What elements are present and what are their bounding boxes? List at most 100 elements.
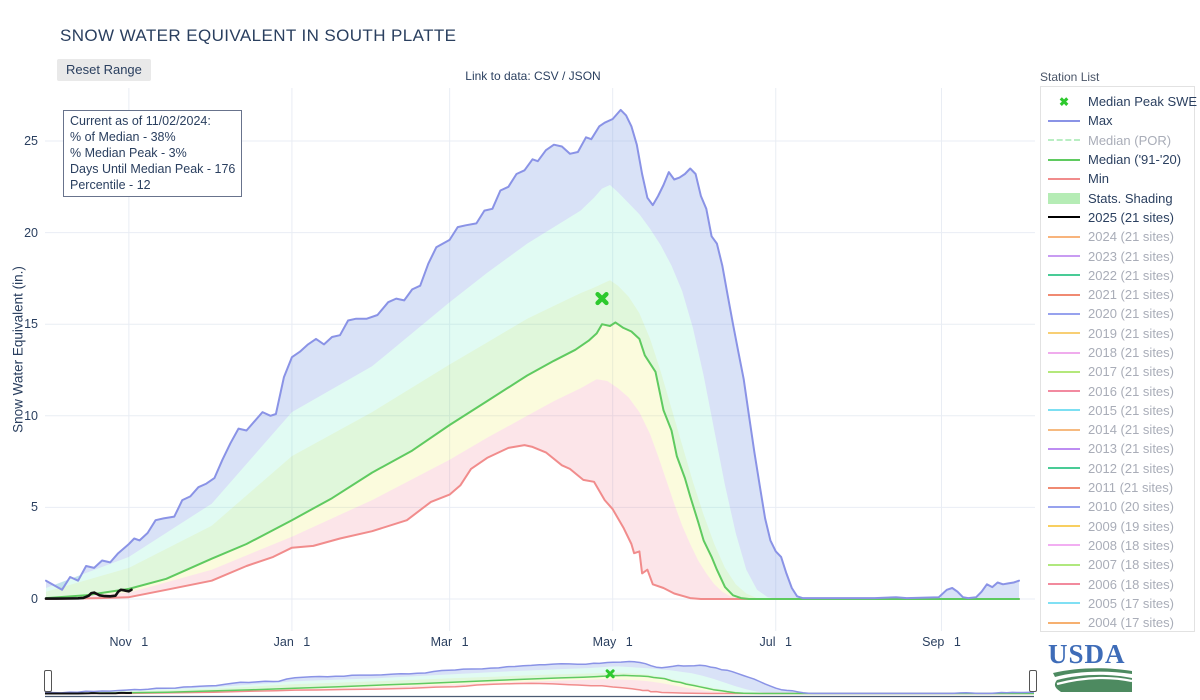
legend-item-2006-18-sites-[interactable]: 2006 (18 sites) [1041,574,1194,593]
legend-item-stats-shading[interactable]: Stats. Shading [1041,188,1194,207]
csv-json-data-link[interactable]: Link to data: CSV / JSON [465,69,601,83]
y-axis-title: Snow Water Equivalent (in.) [10,266,26,433]
legend-item-median-peak-swe[interactable]: ✖ Median Peak SWE [1041,92,1198,111]
legend-item-median-por-[interactable]: Median (POR) [1041,131,1194,150]
y-axis-tick-label: 15 [24,317,38,332]
line-swatch-icon [1048,158,1080,161]
legend-item-label: 2017 (21 sites) [1088,364,1174,380]
legend-item-2022-21-sites-[interactable]: 2022 (21 sites) [1041,266,1194,285]
legend-item-label: Median Peak SWE [1088,94,1198,110]
legend-item-2021-21-sites-[interactable]: 2021 (21 sites) [1041,285,1194,304]
legend-item-label: 2012 (21 sites) [1088,460,1174,476]
legend-item-2005-17-sites-[interactable]: 2005 (17 sites) [1041,594,1194,613]
legend-item-label: 2011 (21 sites) [1088,480,1174,496]
line-swatch-icon [1048,602,1080,605]
range-slider-track[interactable] [45,660,1035,698]
range-slider-handle-left[interactable] [44,670,52,692]
x-axis-tick-label: Sep 1 [922,635,961,649]
x-axis-tick-label: Nov 1 [109,635,149,649]
line-swatch-icon [1048,390,1080,393]
legend-item-2009-19-sites-[interactable]: 2009 (19 sites) [1041,517,1194,536]
legend-item-min[interactable]: Min [1041,169,1194,188]
legend-item-label: 2008 (18 sites) [1088,537,1174,553]
legend-item-2011-21-sites-[interactable]: 2011 (21 sites) [1041,478,1194,497]
line-swatch-icon [1048,351,1080,354]
line-swatch-icon [1048,274,1080,277]
line-swatch-icon [1048,255,1080,258]
legend-item-label: 2006 (18 sites) [1088,576,1174,592]
legend-item-2015-21-sites-[interactable]: 2015 (21 sites) [1041,401,1194,420]
legend-item-label: 2013 (21 sites) [1088,441,1174,457]
legend-item-label: 2025 (21 sites) [1088,209,1174,225]
line-swatch-icon [1048,370,1080,373]
legend-item-label: 2018 (21 sites) [1088,345,1174,360]
legend-item-2007-18-sites-[interactable]: 2007 (18 sites) [1041,555,1194,574]
line-swatch-icon [1048,525,1080,528]
legend-item-label: 2010 (20 sites) [1088,499,1174,515]
line-swatch-icon [1048,583,1080,586]
line-swatch-icon [1048,312,1080,315]
legend-item-label: 2020 (21 sites) [1088,306,1174,322]
y-axis-tick-label: 5 [31,500,38,515]
station-list-legend: ✖ Median Peak SWE Max Median (POR) Median ('… [1040,86,1198,632]
y-axis-tick-label: 25 [24,134,38,148]
legend-item-max[interactable]: Max [1041,111,1194,130]
usda-logo-text: USDA [1048,639,1126,669]
reset-range-button[interactable]: Reset Range [57,59,151,81]
line-swatch-icon [1048,293,1080,296]
line-swatch-icon [1048,216,1080,219]
legend-item-2025-21-sites-[interactable]: 2025 (21 sites) [1041,208,1194,227]
x-axis-tick-label: Mar 1 [430,635,469,649]
x-axis-tick-label: Jul 1 [759,635,792,649]
line-swatch-icon [1048,621,1080,624]
legend-item-2024-21-sites-[interactable]: 2024 (21 sites) [1041,227,1194,246]
line-swatch-icon [1048,447,1080,450]
line-swatch-icon [1048,486,1080,489]
legend-item-2016-21-sites-[interactable]: 2016 (21 sites) [1041,381,1194,400]
legend-item-2019-21-sites-[interactable]: 2019 (21 sites) [1041,324,1194,343]
annotation-line: Days Until Median Peak - 176 [70,162,236,176]
legend-item-label: Min [1088,171,1109,187]
annotation-line: Percentile - 12 [70,178,151,192]
range-slider-handle-right[interactable] [1029,670,1037,692]
legend-item-2020-21-sites-[interactable]: 2020 (21 sites) [1041,304,1194,323]
legend-item-2017-21-sites-[interactable]: 2017 (21 sites) [1041,362,1194,381]
page-title: SNOW WATER EQUIVALENT IN SOUTH PLATTE [60,26,457,45]
legend-item-2008-18-sites-[interactable]: 2008 (18 sites) [1041,536,1194,555]
legend-item-label: 2019 (21 sites) [1088,325,1174,341]
x-axis-tick-label: Jan 1 [273,635,311,649]
line-swatch-icon [1048,235,1080,238]
line-swatch-icon [1048,505,1080,508]
legend-item-2018-21-sites-[interactable]: 2018 (21 sites) [1041,343,1194,362]
line-swatch-icon [1048,467,1080,470]
legend-item-label: Max [1088,113,1113,129]
legend-item-label: 2016 (21 sites) [1088,383,1174,399]
shading-swatch-icon [1048,192,1080,204]
legend-item-label: 2004 (17 sites) [1088,615,1174,631]
line-swatch-icon [1048,177,1080,180]
legend-item-label: 2022 (21 sites) [1088,267,1174,283]
usda-logo-swoosh-icon [1053,668,1133,692]
legend-item-2010-20-sites-[interactable]: 2010 (20 sites) [1041,497,1194,516]
annotation-line: Current as of 11/02/2024: [70,114,211,128]
legend-item-label: 2021 (21 sites) [1088,287,1174,303]
legend-item-label: 2014 (21 sites) [1088,422,1174,438]
legend-item-median-91-20-[interactable]: Median ('91-'20) [1041,150,1194,169]
legend-item-label: 2024 (21 sites) [1088,229,1174,245]
line-swatch-icon [1048,332,1080,335]
x-marker-icon: ✖ [1058,94,1070,109]
legend-item-2023-21-sites-[interactable]: 2023 (21 sites) [1041,246,1194,265]
legend-item-2014-21-sites-[interactable]: 2014 (21 sites) [1041,420,1194,439]
legend-item-label: 2007 (18 sites) [1088,557,1174,573]
legend-item-2012-21-sites-[interactable]: 2012 (21 sites) [1041,459,1194,478]
legend-item-2013-21-sites-[interactable]: 2013 (21 sites) [1041,439,1194,458]
legend-item-label: Median (POR) [1088,132,1172,148]
annotation-line: % of Median - 38% [70,130,176,144]
current-conditions-annotation: Current as of 11/02/2024: % of Median - 3… [63,110,243,197]
legend-item-label: Stats. Shading [1088,190,1173,206]
legend-item-2004-17-sites-[interactable]: 2004 (17 sites) [1041,613,1194,632]
line-swatch-icon [1048,563,1080,566]
legend-item-label: 2009 (19 sites) [1088,518,1174,534]
